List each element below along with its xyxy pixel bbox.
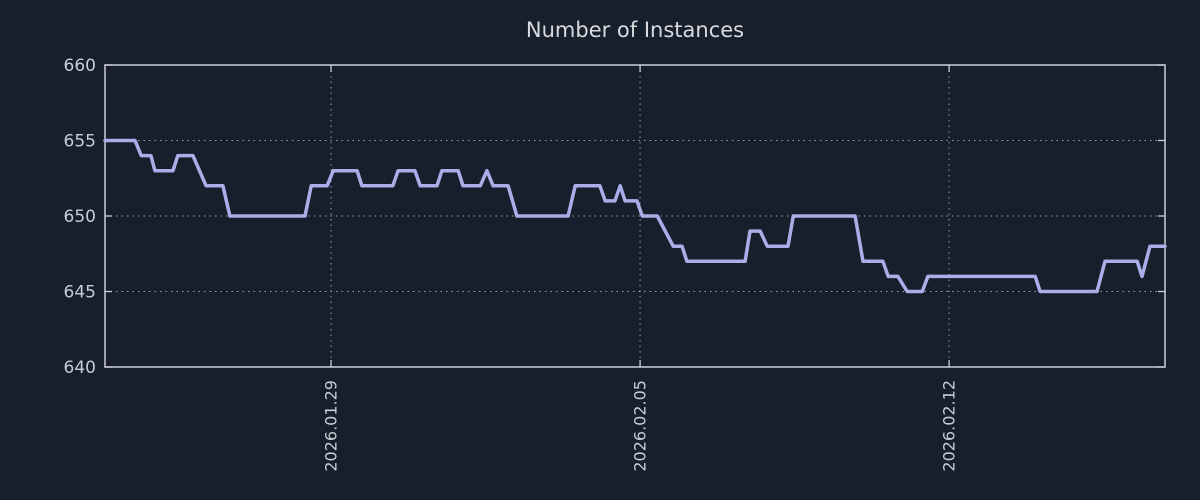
data-line <box>103 138 1167 294</box>
chart-title: Number of Instances <box>526 18 744 42</box>
plot-border <box>104 64 1166 368</box>
y-tick-label: 650 <box>64 207 96 227</box>
y-tick-label: 645 <box>64 283 96 303</box>
x-tick-label: 2026.02.05 <box>631 380 650 472</box>
axis-frame <box>104 64 1166 368</box>
tick-labels: 640 645 650 655 660 2026.01.29 2026.02.05 2026.… <box>64 56 959 472</box>
y-tick-label: 640 <box>64 358 96 378</box>
x-tick-label: 2026.02.12 <box>940 380 959 472</box>
y-tick-label: 660 <box>64 56 96 76</box>
y-tick-label: 655 <box>64 132 96 152</box>
data-series <box>103 138 1167 294</box>
x-tick-label: 2026.01.29 <box>322 380 341 472</box>
